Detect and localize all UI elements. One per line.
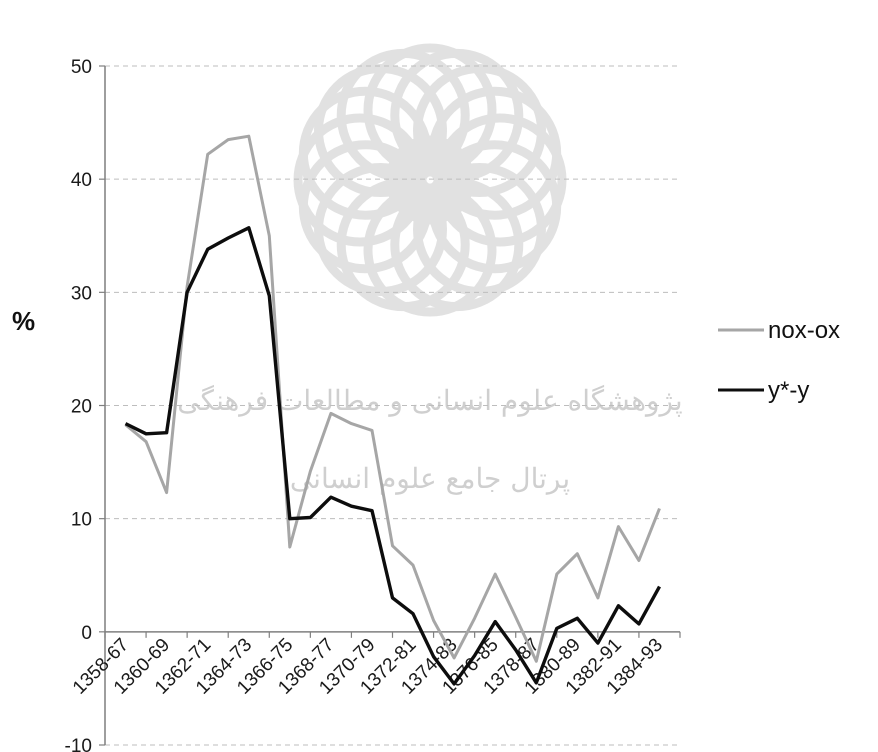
watermark-text-line-2: پرتال جامع علوم انسانی xyxy=(290,462,570,495)
y-tick-label: 0 xyxy=(81,623,92,644)
watermark-center xyxy=(385,135,475,225)
watermark-petal xyxy=(298,86,432,220)
legend: nox-ox y*-y xyxy=(718,317,840,404)
series-line-y-star-y xyxy=(124,226,661,686)
watermark-petal xyxy=(428,86,562,220)
y-tick-label: 30 xyxy=(71,283,92,304)
y-tick-label: 20 xyxy=(71,397,92,418)
watermark-text-line-1: پژوهشگاه علوم انسانی و مطالعات فرهنگی xyxy=(177,384,682,417)
y-tick-label: 10 xyxy=(71,510,92,531)
watermark-petal xyxy=(412,64,546,198)
watermark-petal xyxy=(428,140,562,274)
legend-label-y-star-y: y*-y xyxy=(768,377,809,404)
y-tick-labels: 50 40 30 20 10 0 -10 xyxy=(65,57,92,752)
watermark-petal xyxy=(336,178,470,312)
x-tick-labels: 1358-671360-691362-711364-731366-751368-… xyxy=(69,635,667,699)
y-tick-label: 40 xyxy=(71,170,92,191)
series-line-nox-ox xyxy=(124,134,661,663)
gridlines xyxy=(105,65,680,746)
y-tick-label: -10 xyxy=(65,736,92,752)
y-tick-label: 50 xyxy=(71,57,92,78)
legend-label-nox-ox: nox-ox xyxy=(768,317,840,344)
watermark-petal xyxy=(390,48,524,182)
y-axis-label: % xyxy=(12,306,35,336)
watermark-rosette xyxy=(293,43,567,317)
series-lines xyxy=(124,134,661,686)
